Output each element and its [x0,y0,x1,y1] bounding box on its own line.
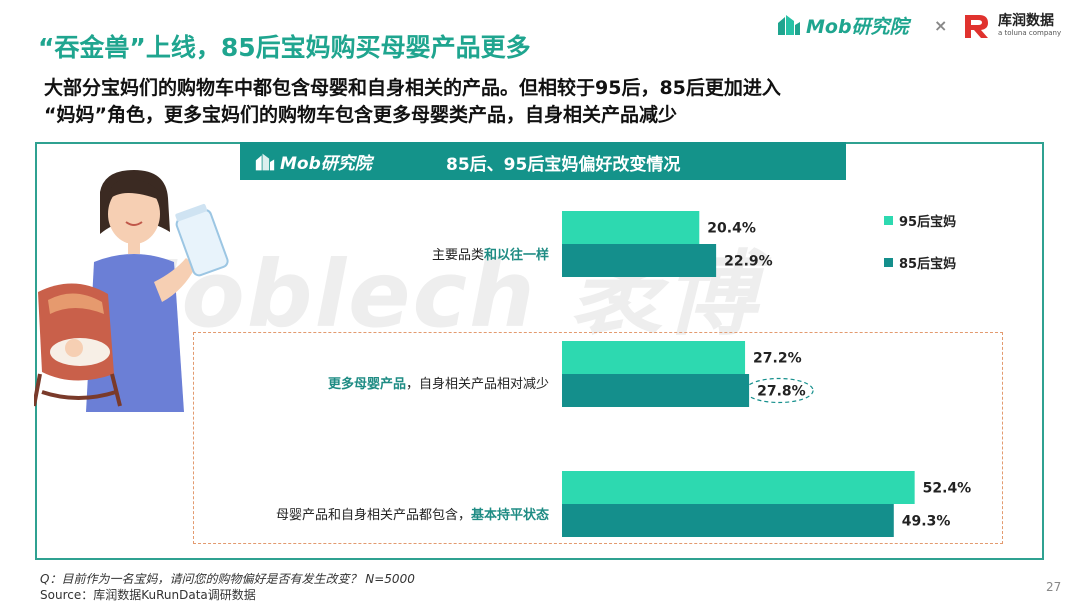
subtitle-line-1: 大部分宝妈们的购物车中都包含母婴和自身相关的产品。但相较于95后，85后更加进入 [44,77,781,99]
highlight-ellipse [744,377,814,404]
data-label-1-1: 27.8% [757,384,806,400]
page-number: 27 [1046,580,1062,594]
legend-label-95: 95后宝妈 [899,214,957,230]
kurun-logo-icon [965,15,988,38]
category-label-1-plain: ，自身相关产品相对减少 [405,377,549,392]
chart-title: 85后、95后宝妈偏好改变情况 [446,155,681,175]
category-label-0-plain: 主要品类 [431,248,484,263]
category-label-0-highlight: 和以往一样 [483,248,549,263]
mob-logo-icon [778,15,800,35]
page-title: “吞金兽”上线，85后宝妈购买母婴产品更多 [38,33,531,62]
legend-swatch-95 [884,215,893,225]
category-label-1: 更多母婴产品，自身相关产品相对减少 [328,373,549,392]
bar-0-0 [562,211,700,244]
chart-banner: Mob研究院 85后、95后宝妈偏好改变情况 [240,142,846,180]
mob-logo-text: Mob研究院 [806,15,909,38]
data-label-1-0: 22.9% [724,254,773,270]
bar-1-2 [562,504,894,537]
category-label-2: 母婴产品和自身相关产品都包含，基本持平状态 [276,504,549,523]
footer-source: Source：库润数据KuRunData调研数据 [40,588,256,602]
kurun-logo-sub: a toluna company [998,29,1062,37]
banner-logo-text: Mob研究院 [280,154,372,174]
category-label-1-highlight: 更多母婴产品 [327,377,406,392]
bar-0-1 [562,341,746,374]
data-label-0-2: 52.4% [923,481,972,497]
highlight-dashed-box [193,332,1003,544]
data-label-0-1: 27.2% [753,351,802,367]
category-label-0: 主要品类和以往一样 [432,244,549,263]
category-label-2-highlight: 基本持平状态 [470,508,549,523]
mother-baby-illustration [34,170,229,412]
subtitle-line-2: “妈妈”角色，更多宝妈们的购物车包含更多母婴类产品，自身相关产品减少 [44,104,677,126]
legend-label-85: 85后宝妈 [899,256,957,272]
legend-item-95: 95后宝妈 [884,210,956,230]
kurun-logo: 库润数据 a toluna company [962,12,1061,40]
data-label-1-2: 49.3% [902,514,951,530]
logo-separator: × [934,16,948,35]
banner-logo-icon [255,153,275,170]
legend-swatch-85 [884,257,893,267]
kurun-logo-name: 库润数据 [998,13,1054,29]
data-label-0-0: 20.4% [707,221,756,237]
bar-1-1 [562,374,750,407]
category-label-2-plain: 母婴产品和自身相关产品都包含， [275,508,471,523]
banner-logo: Mob研究院 [254,149,372,174]
bar-0-2 [562,471,915,504]
footer: Q：目前作为一名宝妈，请问您的购物偏好是否有发生改变？ N=5000 Sourc… [40,571,415,603]
bar-1-0 [562,244,717,277]
mob-logo: Mob研究院 [776,10,909,40]
footer-question: Q：目前作为一名宝妈，请问您的购物偏好是否有发生改变？ N=5000 [40,572,415,586]
legend-item-85: 85后宝妈 [884,252,956,272]
page-subtitle: 大部分宝妈们的购物车中都包含母婴和自身相关的产品。但相较于95后，85后更加进入… [44,75,781,129]
chart-legend: 95后宝妈 85后宝妈 [884,210,956,294]
